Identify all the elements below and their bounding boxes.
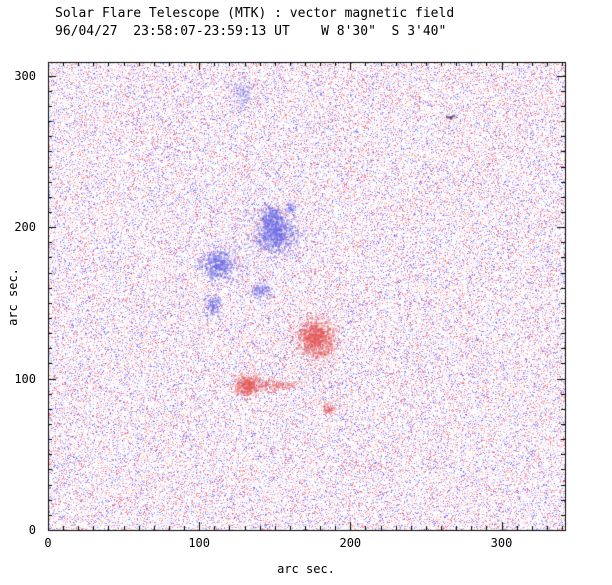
chart-title: Solar Flare Telescope (MTK) : vector mag… [55, 6, 455, 21]
x-tick-label: 200 [339, 536, 362, 550]
x-tick-label: 300 [490, 536, 513, 550]
y-tick-label: 0 [28, 523, 36, 537]
chart-subtitle: 96/04/27 23:58:07-23:59:13 UT W 8'30" S … [55, 24, 447, 39]
y-axis-label: arc sec. [6, 268, 20, 326]
y-tick-label: 100 [14, 371, 36, 386]
y-axis-ticks: 0 100 200 300 [0, 0, 44, 585]
y-tick-label: 200 [14, 220, 36, 235]
x-axis-label: arc sec. [277, 562, 335, 576]
y-tick-label: 300 [14, 68, 36, 83]
x-tick-label: 0 [44, 536, 52, 550]
x-tick-label: 100 [188, 536, 210, 550]
